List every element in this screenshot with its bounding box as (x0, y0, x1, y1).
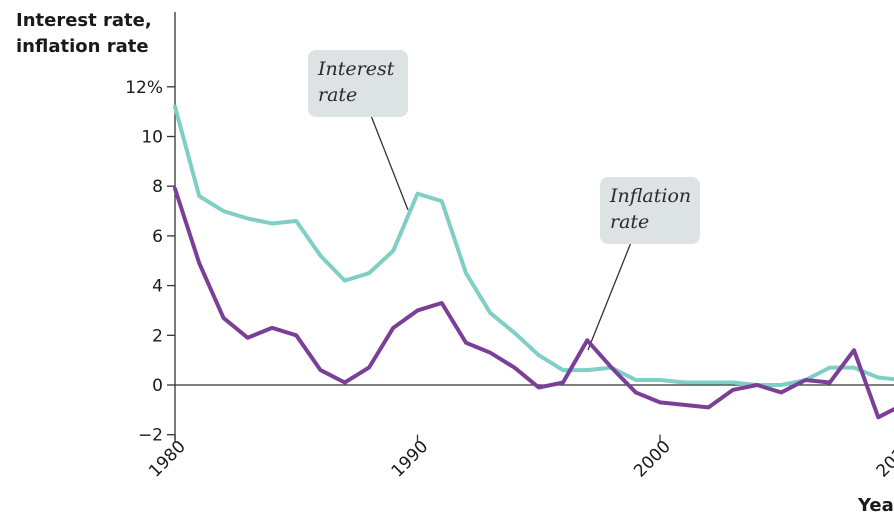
y-tick-label: −2 (138, 426, 163, 446)
interest-rate-line (173, 104, 894, 387)
y-axis-title-line-2: inflation rate (16, 36, 149, 57)
inflation-rate-annotation-line-2: rate (610, 211, 650, 233)
x-axis-ticks: 1980 1990 2000 2010 (145, 434, 894, 482)
x-tick-label: 2000 (630, 437, 675, 482)
y-axis-title: Interest rate, inflation rate (16, 8, 152, 60)
series-lines (173, 104, 894, 420)
y-axis-title-line-1: Interest rate, (16, 10, 152, 31)
inflation-rate-line (173, 186, 894, 420)
interest-rate-annotation-line-1: Interest (318, 58, 395, 80)
y-tick-label: 2 (152, 326, 163, 346)
inflation-rate-annotation-line-1: Inflation (610, 185, 692, 207)
y-tick-label: 10 (141, 128, 163, 148)
x-axis-title: Year (857, 495, 894, 516)
interest-rate-annotation-line-2: rate (318, 84, 358, 106)
x-tick-label: 2010 (873, 437, 894, 482)
y-tick-label: 12% (125, 78, 163, 98)
y-tick-label: 0 (152, 376, 163, 396)
inflation-rate-leader-line (587, 234, 635, 351)
y-tick-label: 8 (152, 177, 163, 197)
inflation-rate-annotation: Inflation rate (600, 177, 700, 244)
y-tick-label: 6 (152, 227, 163, 247)
y-tick-label: 4 (152, 277, 163, 297)
interest-rate-annotation: Interest rate (308, 50, 408, 117)
x-tick-label: 1990 (388, 437, 433, 482)
y-axis-ticks: 12% 10 8 6 4 2 0 −2 (125, 78, 175, 446)
interest-rate-leader-line (367, 107, 409, 211)
